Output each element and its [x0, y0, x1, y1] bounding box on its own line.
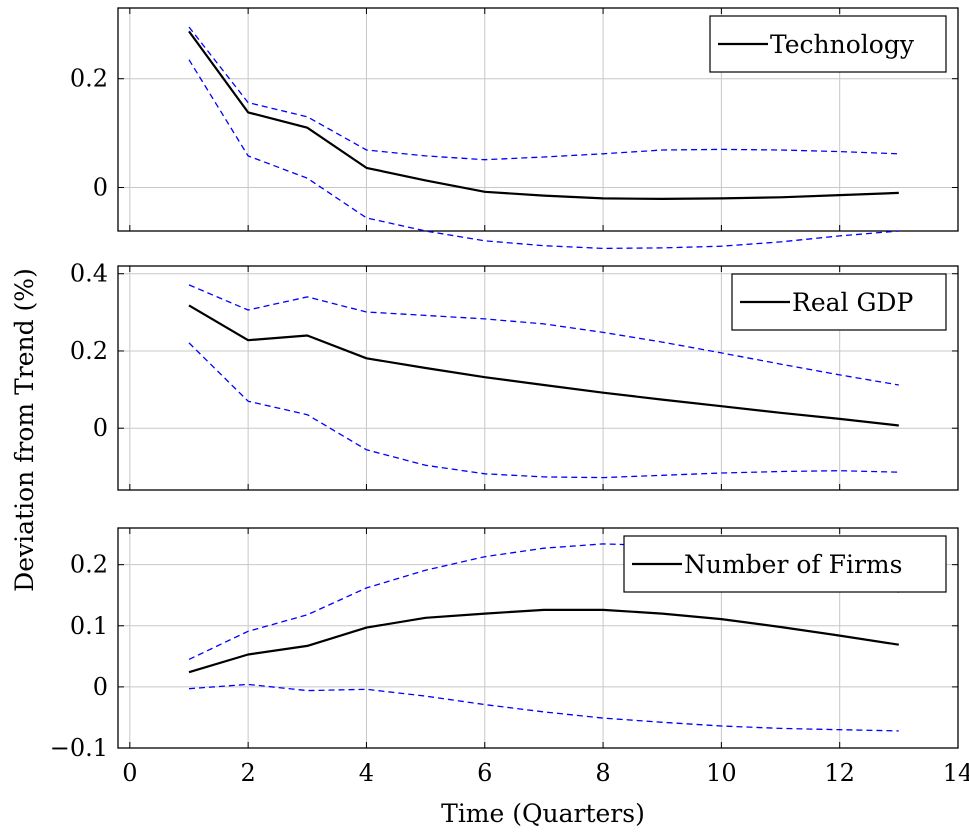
y-tick-label: 0.2	[70, 337, 108, 365]
x-tick-label: 4	[359, 759, 374, 787]
x-tick-label: 12	[824, 759, 855, 787]
plot-frame	[117, 7, 959, 232]
real-gdp-estimate-line	[188, 304, 899, 427]
real-gdp-lower-band-line	[188, 342, 899, 479]
plot-frame	[117, 265, 959, 491]
y-tick-label: 0	[93, 173, 108, 201]
real-gdp-panel: 0 0.2 0.4 Real GDP	[70, 260, 959, 491]
legend-label: Technology	[770, 30, 915, 59]
legend-label: Number of Firms	[684, 550, 902, 579]
legend-label: Real GDP	[792, 288, 913, 317]
technology-upper-band-line	[188, 26, 899, 161]
number-of-firms-lower-band-line	[188, 683, 899, 732]
y-tick-label: 0.1	[70, 612, 108, 640]
technology-lower-band-line	[188, 59, 899, 250]
x-tick-label: 14	[943, 759, 969, 787]
real-gdp-upper-band-line	[188, 284, 899, 386]
technology-panel: 0 0.2 Technology	[70, 7, 959, 250]
x-tick-label: 0	[122, 759, 137, 787]
x-tick-label: 2	[241, 759, 256, 787]
x-tick-label: 8	[595, 759, 610, 787]
x-tick-label: 10	[706, 759, 737, 787]
technology-estimate-line	[188, 30, 899, 200]
y-tick-label: −0.1	[50, 734, 108, 762]
y-axis-title: Deviation from Trend (%)	[10, 268, 39, 592]
y-tick-label: 0	[93, 673, 108, 701]
number-of-firms-panel: −0.1 0 0.1 0.2 0 2 4 6 8 10 12 14 Number of Firms	[50, 527, 969, 787]
plot-frame	[117, 527, 959, 749]
y-tick-label: 0	[93, 414, 108, 442]
chart-panels: 0 0.2 Technology 0 0.2 0.4 Real GDP −0.1 0 0.1 0.2…	[50, 7, 969, 787]
x-axis-title: Time (Quarters)	[441, 799, 645, 828]
y-tick-label: 0.2	[70, 65, 108, 93]
x-tick-label: 6	[477, 759, 492, 787]
y-tick-label: 0.2	[70, 551, 108, 579]
number-of-firms-estimate-line	[188, 608, 899, 674]
y-tick-label: 0.4	[70, 260, 108, 288]
